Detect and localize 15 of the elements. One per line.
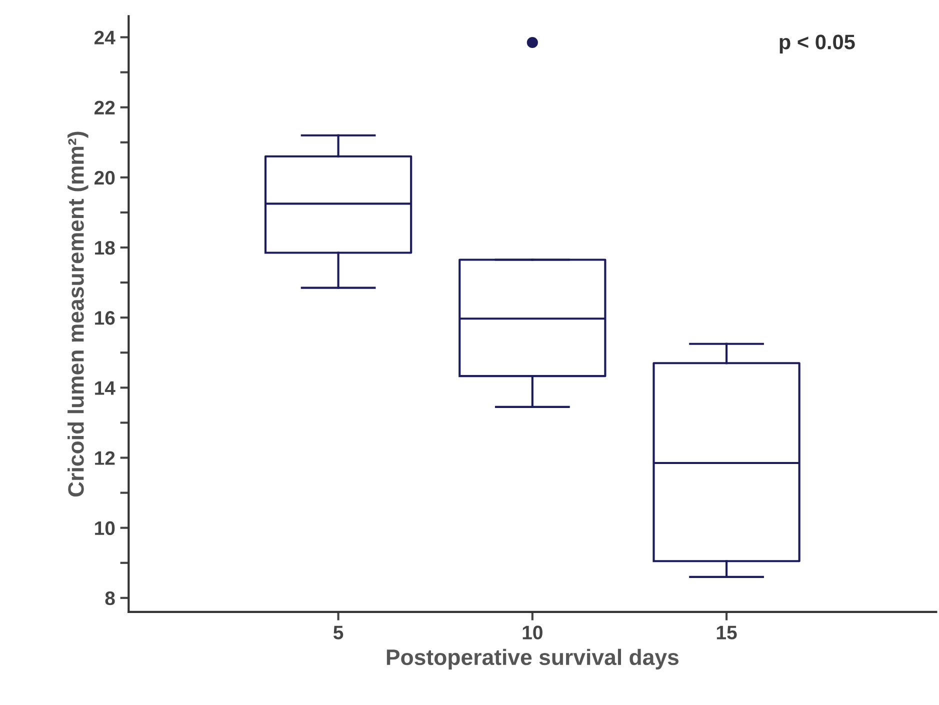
y-tick-label: 14: [95, 381, 116, 395]
y-axis-title: Cricoid lumen measurement (mm²): [68, 132, 88, 497]
y-tick-label: 22: [94, 100, 115, 114]
y-tick-label: 18: [95, 240, 115, 255]
y-tick-label: 12: [95, 451, 115, 465]
x-tick-label: 10: [522, 626, 542, 640]
x-tick-label: 5: [333, 626, 344, 640]
y-tick-label: 20: [94, 170, 115, 185]
y-tick-label: 16: [95, 311, 115, 325]
annotation: p < 0.05: [780, 34, 855, 54]
y-tick-label: 10: [95, 521, 115, 536]
x-tick-label: 15: [716, 626, 737, 640]
y-tick-label: 24: [94, 30, 116, 44]
y-tick-label: 8: [105, 591, 115, 606]
x-axis-title: Postoperative survival days: [386, 648, 678, 670]
